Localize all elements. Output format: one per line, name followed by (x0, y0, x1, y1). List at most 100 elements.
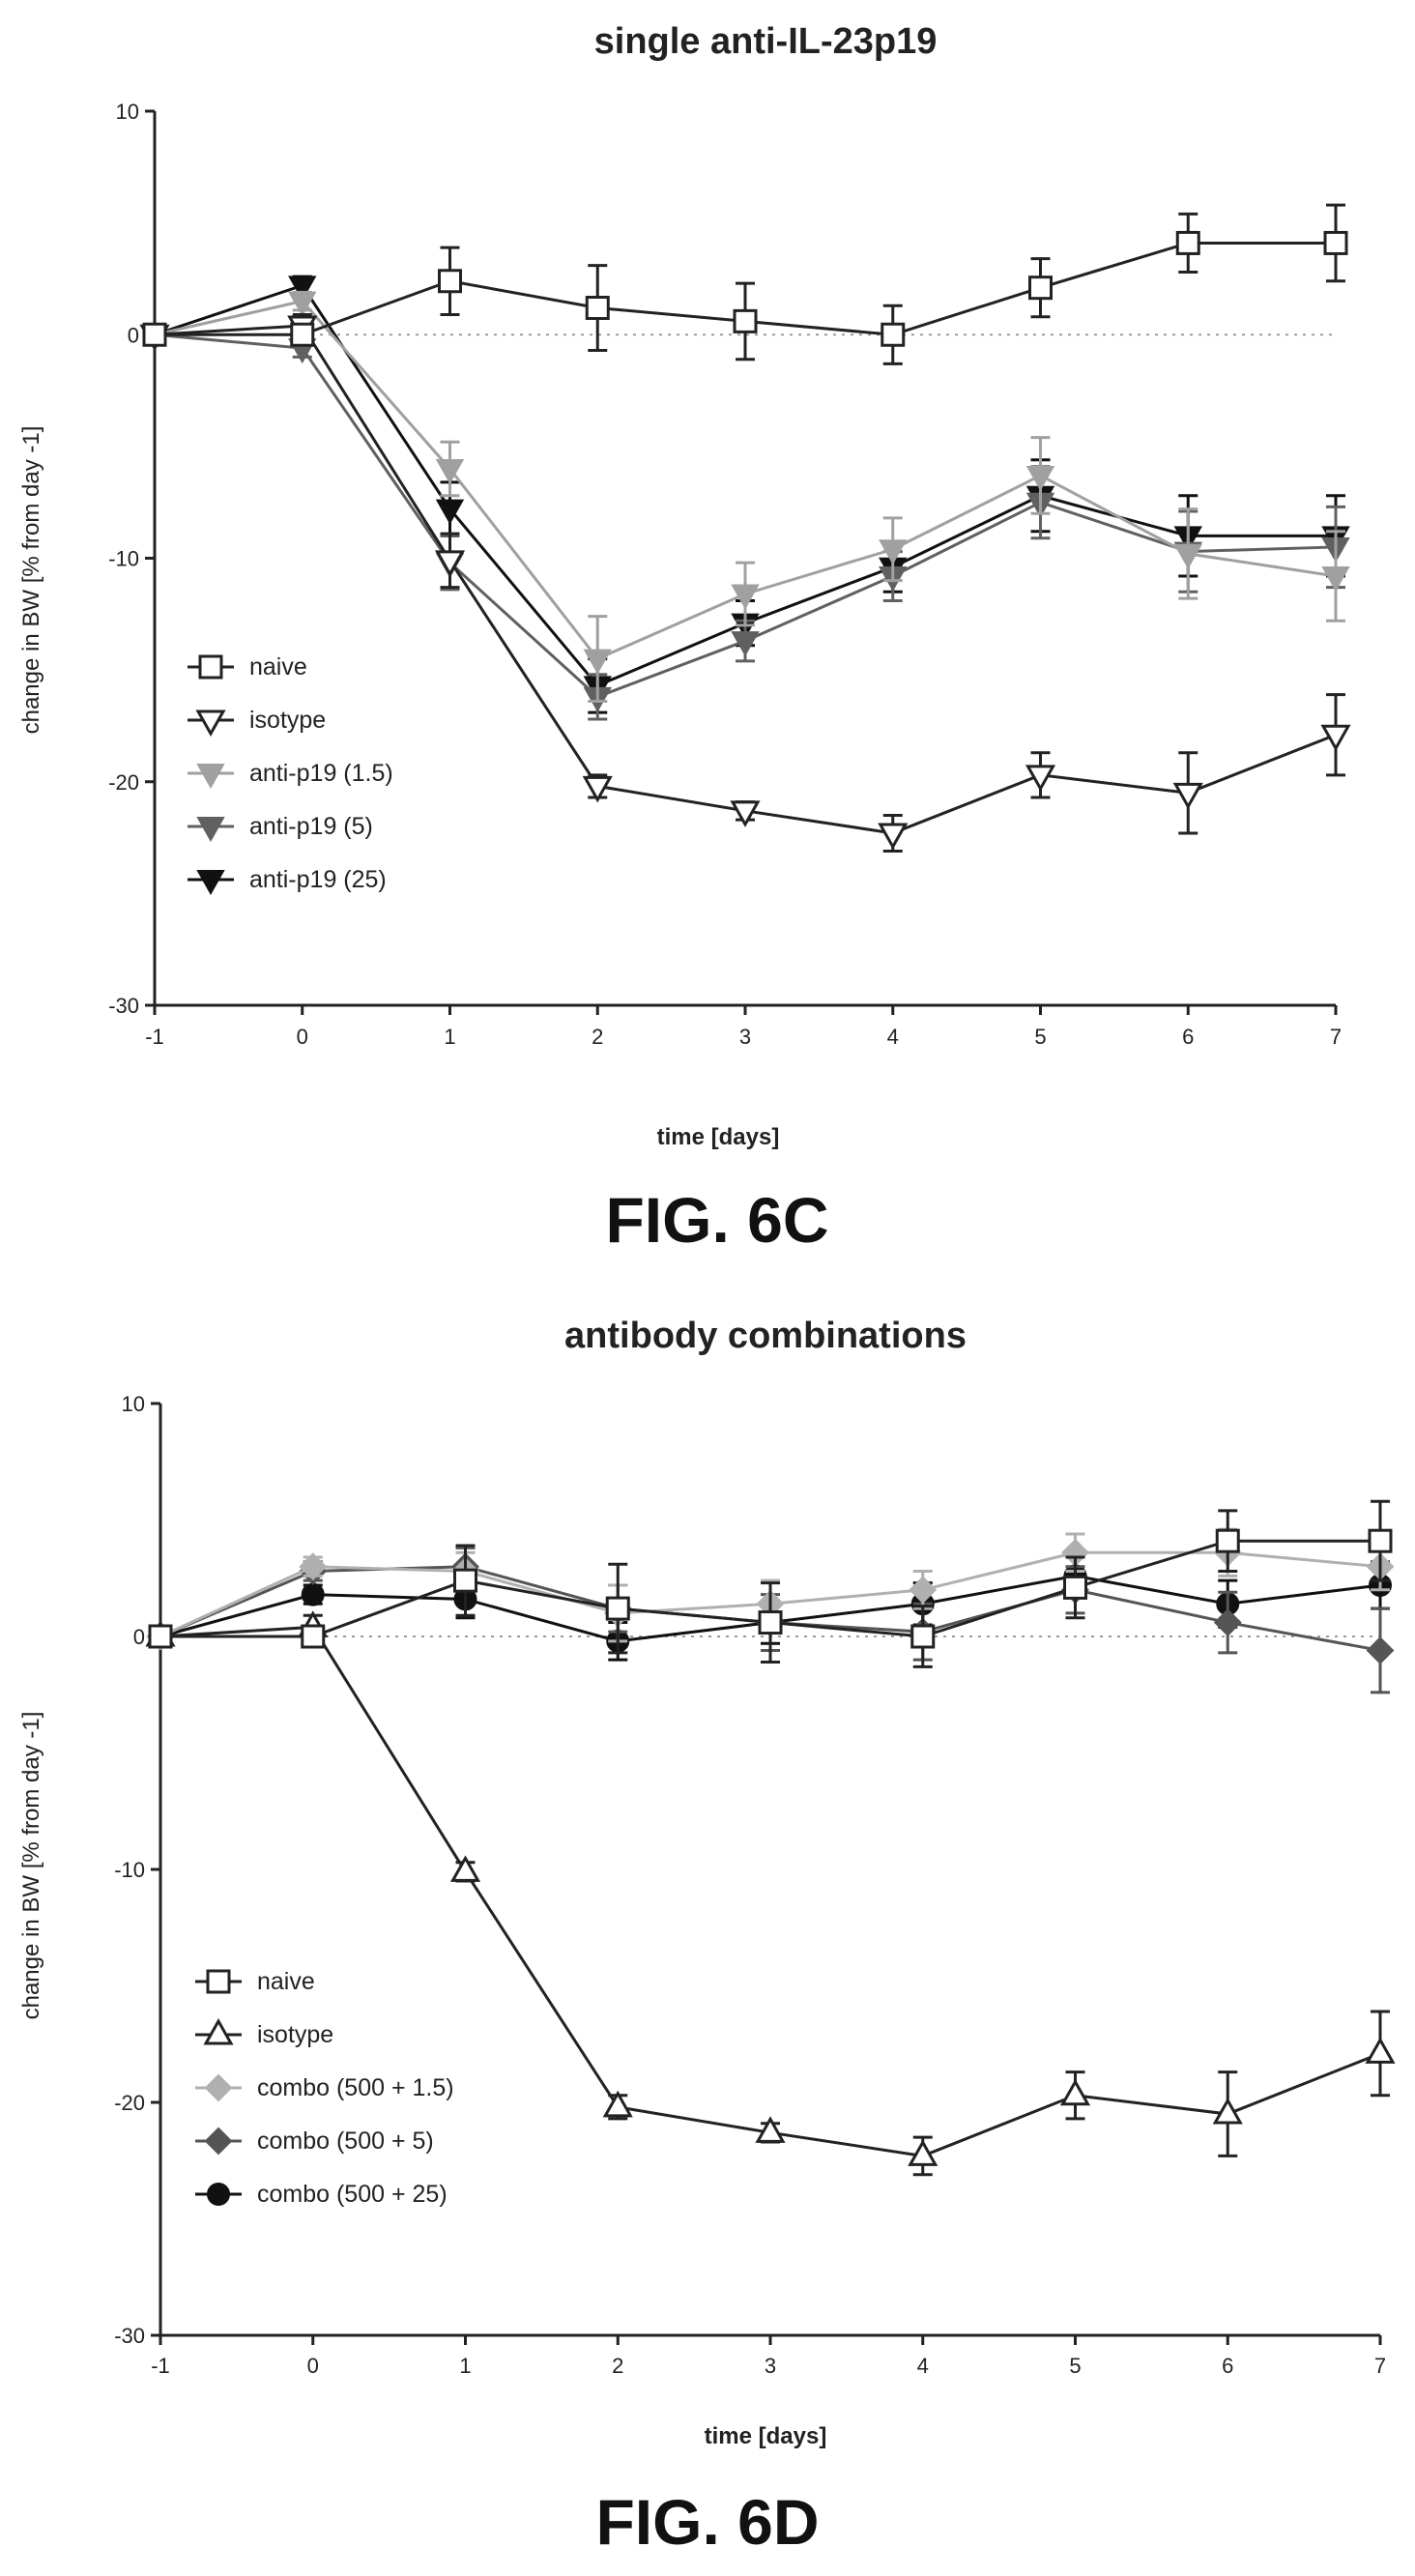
data-point (1025, 765, 1056, 792)
data-point (909, 1576, 938, 1605)
legend-item: combo (500 + 25) (195, 2181, 448, 2208)
chart-6d-y-tick-label: -20 (114, 2091, 145, 2115)
data-point (1212, 2098, 1243, 2125)
chart-6d-legend: naive isotype combo (500 + 1.5) combo (500 … (195, 1968, 454, 2208)
data-point (435, 459, 465, 485)
data-point (449, 1855, 481, 1882)
legend-marker (206, 1969, 231, 1994)
data-point (1215, 1528, 1240, 1553)
chart-6d-title: antibody combinations (564, 1316, 967, 1356)
legend-item: naive (195, 1968, 315, 1995)
legend-item: combo (500 + 5) (195, 2127, 434, 2156)
data-point (288, 291, 317, 317)
chart-6d-x-tick-label: 0 (307, 2354, 319, 2378)
chart-6d-x-tick-label: 1 (459, 2354, 471, 2378)
legend-marker (204, 2073, 233, 2102)
chart-6c-x-tick-label: 3 (739, 1025, 751, 1049)
data-point (301, 1624, 326, 1649)
chart-6d-x-tick-label: 6 (1222, 2354, 1233, 2378)
data-point (605, 1596, 630, 1621)
chart-6c-legend: naive isotype anti-p19 (1.5) anti-p19 (5) an… (188, 653, 393, 896)
data-point (881, 322, 906, 347)
legend-label: anti-p19 (25) (249, 866, 387, 893)
legend-marker (204, 2127, 233, 2156)
legend-item: anti-p19 (5) (188, 813, 373, 843)
data-point (290, 322, 315, 347)
legend-label: naive (249, 653, 307, 680)
chart-6c-series-anti-p19-5 (140, 325, 1350, 721)
data-point (435, 499, 465, 525)
data-point (878, 823, 909, 850)
chart-6c-series-naive (142, 203, 1348, 365)
chart-6c-y-tick-label: 0 (128, 323, 139, 347)
data-point (148, 1624, 173, 1649)
legend-label: naive (257, 1968, 315, 1995)
chart-6d-series-naive (148, 1499, 1393, 1668)
data-point (755, 2116, 786, 2143)
chart-6c: single anti-IL-23p19 change in BW [% fro… (18, 21, 1351, 1150)
chart-6c-x-tick-label: 0 (297, 1025, 308, 1049)
data-point (733, 308, 758, 333)
chart-6c-x-tick-label: 5 (1034, 1025, 1046, 1049)
data-point (1213, 1608, 1242, 1636)
legend-item: naive (188, 653, 307, 680)
data-point (1172, 782, 1203, 810)
chart-6c-x-tick-label: 7 (1330, 1025, 1342, 1049)
chart-6c-x-tick-label: 2 (592, 1025, 603, 1049)
data-point (438, 269, 462, 294)
chart-6d-x-axis-label: time [days] (705, 2423, 827, 2449)
legend-item: combo (500 + 1.5) (195, 2073, 454, 2102)
data-point (301, 1582, 325, 1606)
data-point (908, 2139, 939, 2166)
legend-item: isotype (188, 707, 326, 738)
legend-marker (195, 709, 226, 738)
chart-6c-y-axis-label: change in BW [% from day -1] (18, 426, 44, 735)
data-point (299, 1552, 328, 1581)
chart-6d-x-tick-label: 7 (1374, 2354, 1386, 2378)
chart-6d-x-tick-label: 4 (917, 2354, 929, 2378)
chart-6d: antibody combinations change in BW [% fr… (18, 1316, 1396, 2449)
data-point (288, 275, 317, 302)
legend-marker (196, 764, 225, 790)
chart-6c-y-tick-label: 10 (116, 100, 139, 124)
data-point (1323, 230, 1348, 255)
data-point (731, 584, 760, 610)
chart-6d-x-tick-label: 5 (1069, 2354, 1081, 2378)
data-point (1368, 1528, 1393, 1553)
data-point (1175, 230, 1200, 255)
legend-marker (203, 2017, 234, 2045)
data-point (1063, 1575, 1087, 1600)
legend-label: combo (500 + 1.5) (257, 2074, 454, 2101)
chart-6c-x-axis-label: time [days] (657, 1124, 780, 1150)
chart-6d-x-tick-label: -1 (151, 2354, 170, 2378)
legend-label: anti-p19 (5) (249, 813, 373, 840)
chart-6c-y-tick-label: -30 (108, 994, 139, 1018)
data-point (731, 631, 760, 657)
data-point (142, 322, 167, 347)
data-point (1366, 1636, 1395, 1664)
legend-label: combo (500 + 5) (257, 2127, 434, 2155)
data-point (582, 775, 613, 803)
legend-label: combo (500 + 25) (257, 2181, 448, 2208)
legend-marker (207, 2183, 230, 2206)
legend-label: anti-p19 (1.5) (249, 760, 393, 787)
legend-label: isotype (257, 2021, 333, 2048)
data-point (879, 539, 908, 565)
data-point (583, 649, 612, 675)
data-point (1059, 2078, 1091, 2106)
chart-6c-title: single anti-IL-23p19 (594, 21, 938, 62)
figure-caption-6c: FIG. 6C (605, 1184, 828, 1256)
chart-6d-plot-area: 100-10-20-30-1 0 1 2 3 4 5 6 7naiveisotypecombo … (114, 1392, 1396, 2378)
data-point (1028, 275, 1053, 301)
data-point (585, 296, 610, 320)
legend-marker (196, 817, 225, 843)
data-point (1320, 724, 1351, 752)
data-point (1365, 2037, 1396, 2064)
data-point (1173, 543, 1202, 569)
legend-item: isotype (195, 2017, 333, 2048)
chart-6c-y-tick-label: -10 (108, 547, 139, 571)
chart-6c-x-tick-label: 6 (1182, 1025, 1194, 1049)
chart-6c-plot-area: 100-10-20-30-1 0 1 2 3 4 5 6 7naiveisotypeanti-p… (108, 100, 1351, 1049)
data-point (910, 1624, 936, 1649)
legend-item: anti-p19 (1.5) (188, 760, 393, 790)
